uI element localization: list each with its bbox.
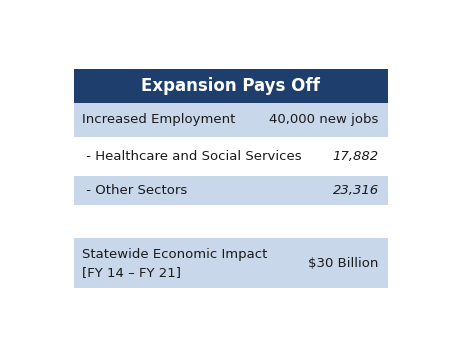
Text: Statewide Economic Impact
[FY 14 – FY 21]: Statewide Economic Impact [FY 14 – FY 21… <box>82 247 268 279</box>
Bar <box>74 103 387 137</box>
Text: 40,000 new jobs: 40,000 new jobs <box>270 114 379 126</box>
Text: Expansion Pays Off: Expansion Pays Off <box>141 77 320 95</box>
Text: - Healthcare and Social Services: - Healthcare and Social Services <box>82 150 302 163</box>
Bar <box>74 176 387 204</box>
Bar <box>74 69 387 103</box>
Text: - Other Sectors: - Other Sectors <box>82 184 188 197</box>
Bar <box>74 142 387 171</box>
Text: 17,882: 17,882 <box>333 150 379 163</box>
Text: 23,316: 23,316 <box>333 184 379 197</box>
Bar <box>74 238 387 288</box>
Text: Increased Employment: Increased Employment <box>82 114 236 126</box>
Text: $30 Billion: $30 Billion <box>308 257 379 270</box>
